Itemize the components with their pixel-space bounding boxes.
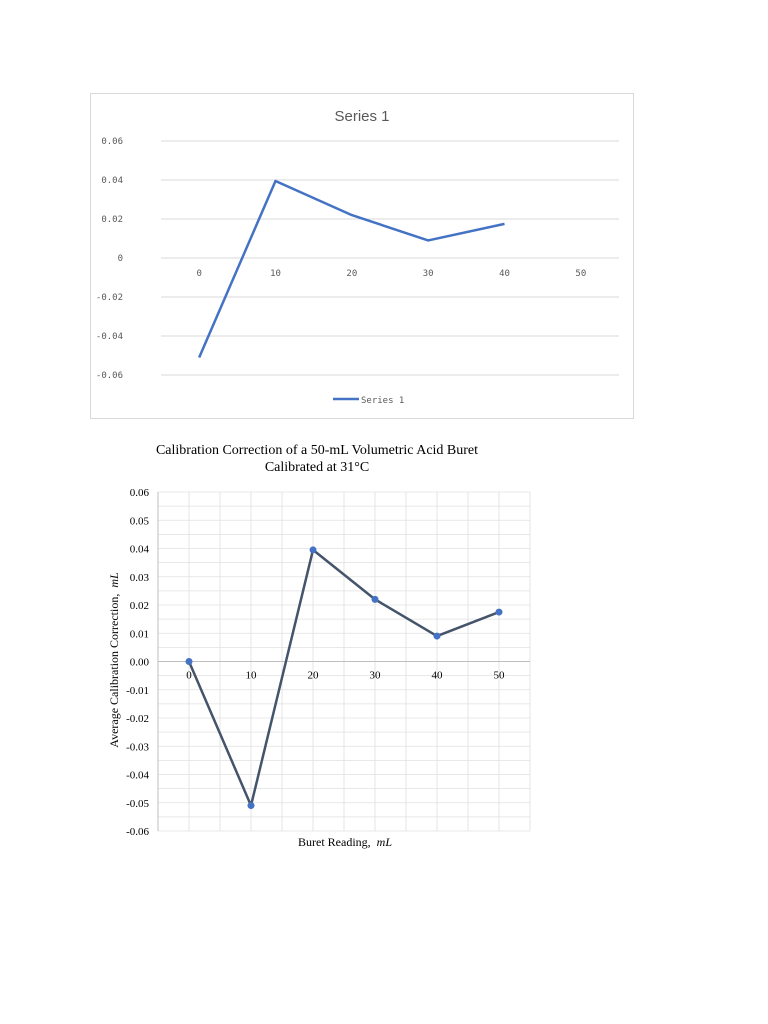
axes <box>157 492 530 831</box>
data-point <box>371 595 379 603</box>
legend-entry: Series 1 <box>361 396 404 406</box>
data-point <box>309 546 317 554</box>
y-tick-label: -0.02 <box>96 293 123 303</box>
series-lines <box>187 548 500 807</box>
y-tick-label: 0.01 <box>130 628 149 640</box>
chart-title: Series 1 <box>334 108 389 125</box>
data-point <box>495 608 503 616</box>
x-tick-label: 40 <box>432 670 444 682</box>
x-tick-label: 0 <box>196 269 201 279</box>
x-tick-label: 20 <box>308 670 320 682</box>
y-tick-label: 0.06 <box>130 487 150 499</box>
series-line <box>187 548 500 807</box>
data-point <box>185 658 193 665</box>
y-tick-label: -0.03 <box>126 741 149 753</box>
x-tick-label: 30 <box>423 269 434 279</box>
y-axis-label: Average Calibration Correction, <box>107 594 121 748</box>
y-tick-labels: 0.06 0.05 0.04 0.03 0.02 0.01 0.00 -0.01 -0.02 -0… <box>126 487 149 838</box>
x-axis-unit: mL <box>377 835 393 849</box>
y-tick-label: -0.04 <box>96 332 123 342</box>
x-axis-label: Buret Reading, <box>298 835 371 849</box>
y-tick-label: -0.06 <box>96 371 123 381</box>
x-tick-label: 50 <box>575 269 586 279</box>
series-1-chart-svg: Series 1 0.06 0.04 0.02 0 -0.02 -0.04 -0.06 0 1… <box>96 108 619 406</box>
y-tick-label: 0.02 <box>101 215 123 225</box>
y-tick-label: 0.05 <box>130 515 150 527</box>
chart-title: Calibration Correction of a 50-mL Volume… <box>156 443 478 458</box>
data-point <box>247 802 255 810</box>
x-tick-label: 40 <box>499 269 510 279</box>
gridlines <box>157 491 531 832</box>
x-tick-labels: 0 10 20 30 40 50 <box>196 269 586 279</box>
x-tick-label: 50 <box>494 670 506 682</box>
x-tick-labels: 0 10 20 30 40 50 <box>186 670 505 682</box>
data-point <box>433 632 441 640</box>
x-tick-label: 20 <box>346 269 357 279</box>
x-axis-title: Buret Reading, mL <box>298 835 392 849</box>
y-tick-label: 0.06 <box>101 137 123 147</box>
series-lines <box>198 179 505 358</box>
calibration-correction-chart: Calibration Correction of a 50-mL Volume… <box>100 438 540 858</box>
legend: Series 1 <box>333 396 404 406</box>
series-line <box>198 179 505 358</box>
y-axis-title: Average Calibration Correction, mL <box>107 572 121 748</box>
y-tick-label: 0.03 <box>130 572 150 584</box>
series-1-chart: Series 1 0.06 0.04 0.02 0 -0.02 -0.04 -0.06 0 1… <box>90 93 634 419</box>
x-tick-label: 10 <box>246 670 258 682</box>
y-tick-label: 0.04 <box>101 176 123 186</box>
chart-subtitle: Calibrated at 31°C <box>265 460 369 475</box>
x-tick-label: 0 <box>186 670 192 682</box>
y-axis-unit: mL <box>107 572 121 588</box>
gridlines <box>161 140 619 376</box>
y-tick-label: -0.06 <box>126 826 149 838</box>
y-tick-label: -0.02 <box>126 713 149 725</box>
x-tick-label: 30 <box>370 670 382 682</box>
y-tick-label: 0 <box>118 254 123 264</box>
calibration-correction-chart-svg: Calibration Correction of a 50-mL Volume… <box>107 443 531 849</box>
y-tick-label: -0.05 <box>126 798 149 810</box>
y-tick-label: -0.01 <box>126 685 149 697</box>
y-tick-label: 0.00 <box>130 657 150 669</box>
y-tick-label: -0.04 <box>126 770 149 782</box>
y-tick-label: 0.04 <box>130 544 150 556</box>
y-tick-label: 0.02 <box>130 600 149 612</box>
data-points <box>185 546 503 810</box>
y-tick-labels: 0.06 0.04 0.02 0 -0.02 -0.04 -0.06 <box>96 137 123 381</box>
x-tick-label: 10 <box>270 269 281 279</box>
